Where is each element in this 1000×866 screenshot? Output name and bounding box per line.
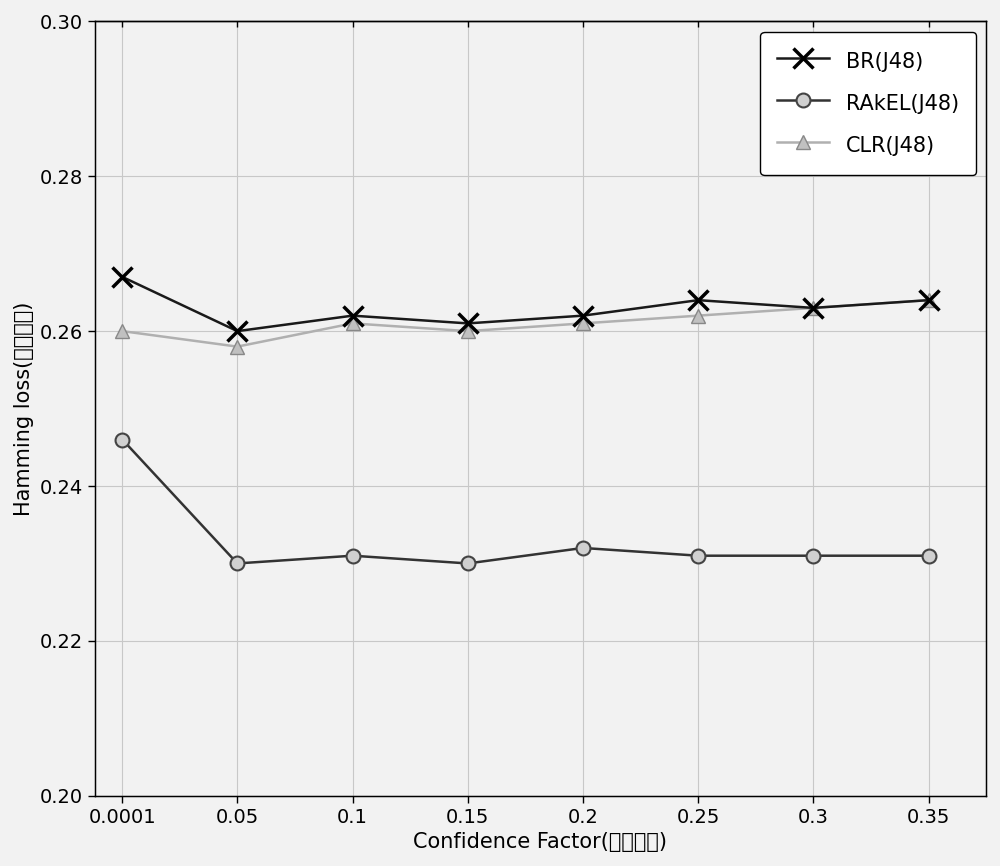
- CLR(J48): [577, 318, 589, 328]
- CLR(J48): [923, 295, 935, 306]
- Line: BR(J48): BR(J48): [113, 268, 938, 341]
- Legend: BR(J48), RAkEL(J48), CLR(J48): BR(J48), RAkEL(J48), CLR(J48): [760, 32, 976, 175]
- BR(J48): [231, 326, 243, 336]
- Y-axis label: Hamming loss(汉明损失): Hamming loss(汉明损失): [14, 301, 34, 516]
- CLR(J48): [116, 326, 128, 336]
- BR(J48): [807, 303, 819, 313]
- BR(J48): [462, 318, 474, 328]
- BR(J48): [923, 295, 935, 306]
- RAkEL(J48): [231, 559, 243, 569]
- RAkEL(J48): [577, 543, 589, 553]
- BR(J48): [116, 272, 128, 282]
- RAkEL(J48): [692, 551, 704, 561]
- RAkEL(J48): [807, 551, 819, 561]
- CLR(J48): [462, 326, 474, 336]
- Line: CLR(J48): CLR(J48): [115, 294, 935, 353]
- CLR(J48): [807, 303, 819, 313]
- BR(J48): [347, 310, 359, 320]
- RAkEL(J48): [462, 559, 474, 569]
- X-axis label: Confidence Factor(置信系数): Confidence Factor(置信系数): [413, 832, 667, 852]
- BR(J48): [577, 310, 589, 320]
- Line: RAkEL(J48): RAkEL(J48): [115, 433, 935, 571]
- RAkEL(J48): [116, 435, 128, 445]
- BR(J48): [692, 295, 704, 306]
- CLR(J48): [231, 341, 243, 352]
- RAkEL(J48): [347, 551, 359, 561]
- RAkEL(J48): [923, 551, 935, 561]
- CLR(J48): [347, 318, 359, 328]
- CLR(J48): [692, 310, 704, 320]
